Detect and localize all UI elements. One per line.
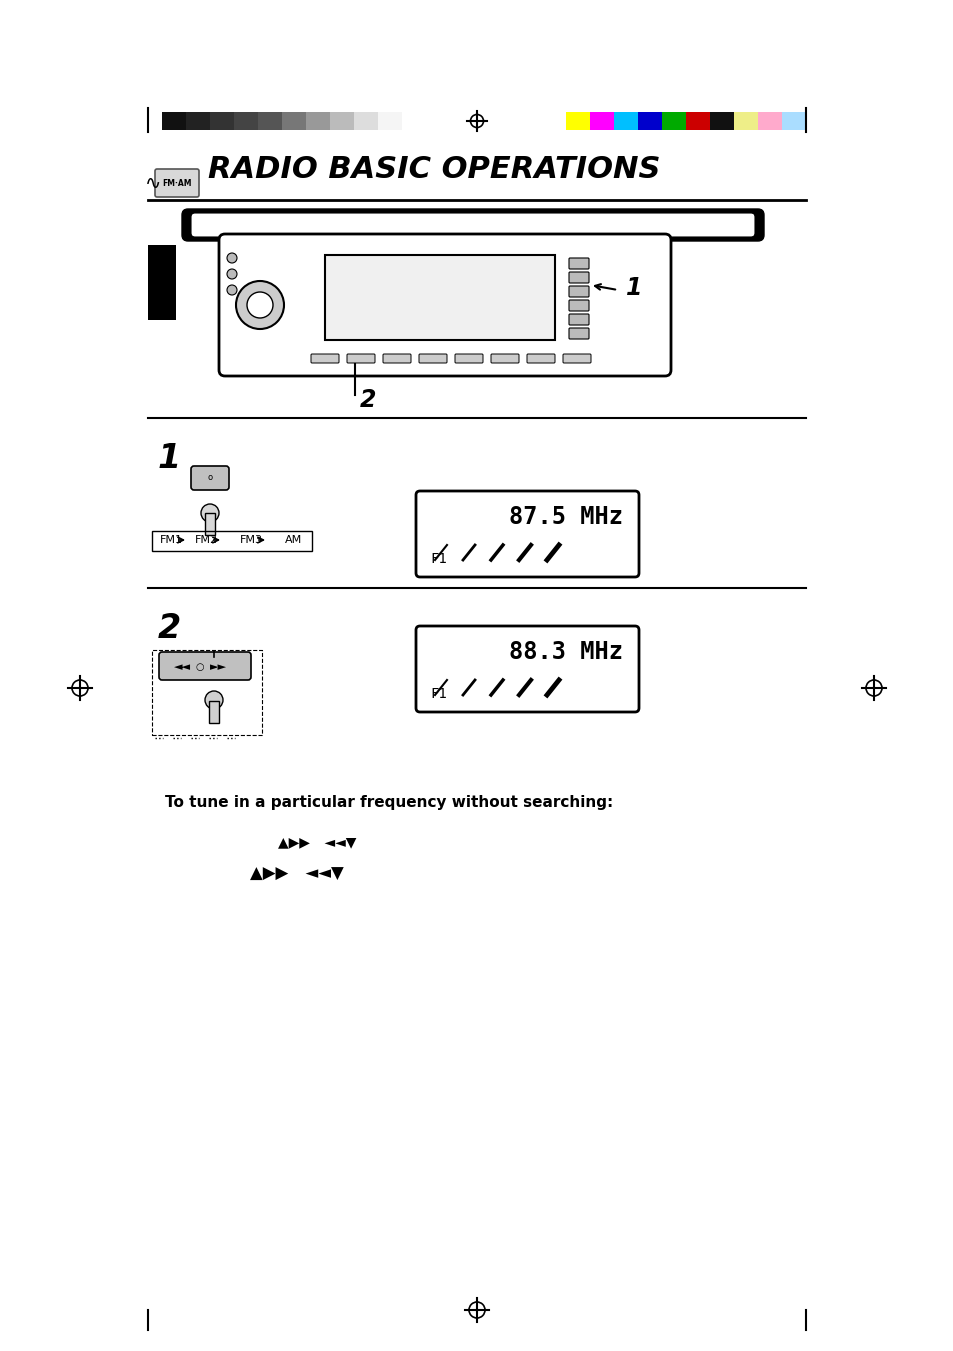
Bar: [733, 112, 758, 130]
Bar: [685, 112, 709, 130]
Text: RADIO BASIC OPERATIONS: RADIO BASIC OPERATIONS: [208, 155, 659, 185]
FancyBboxPatch shape: [568, 272, 588, 282]
Bar: [377, 112, 401, 130]
Bar: [205, 513, 214, 535]
Bar: [282, 112, 306, 130]
Bar: [589, 112, 614, 130]
FancyBboxPatch shape: [191, 466, 229, 490]
FancyBboxPatch shape: [416, 490, 639, 577]
FancyBboxPatch shape: [526, 354, 555, 363]
Bar: [354, 112, 377, 130]
Bar: [162, 112, 186, 130]
Text: FM3: FM3: [240, 535, 263, 544]
Text: FM2: FM2: [194, 535, 218, 544]
Text: o: o: [207, 473, 213, 481]
Text: ∿: ∿: [145, 173, 161, 192]
Bar: [152, 650, 262, 735]
FancyBboxPatch shape: [311, 354, 338, 363]
Text: 1: 1: [158, 442, 181, 476]
Circle shape: [227, 253, 236, 263]
FancyBboxPatch shape: [418, 354, 447, 363]
Bar: [325, 255, 555, 340]
Bar: [565, 112, 589, 130]
Text: 1: 1: [625, 276, 641, 300]
Text: To tune in a particular frequency without searching:: To tune in a particular frequency withou…: [165, 794, 613, 811]
Text: ▲▶▶   ◄◄▼: ▲▶▶ ◄◄▼: [250, 865, 343, 884]
Bar: [781, 112, 805, 130]
Bar: [152, 531, 312, 551]
FancyBboxPatch shape: [219, 234, 670, 376]
Circle shape: [247, 292, 273, 317]
Bar: [709, 112, 733, 130]
FancyBboxPatch shape: [562, 354, 590, 363]
Circle shape: [235, 281, 284, 330]
Text: FM1: FM1: [160, 535, 183, 544]
FancyBboxPatch shape: [568, 300, 588, 311]
Bar: [257, 112, 282, 130]
Text: 2: 2: [158, 612, 181, 644]
Text: F1: F1: [430, 688, 446, 701]
Bar: [186, 112, 210, 130]
Circle shape: [205, 690, 223, 709]
FancyBboxPatch shape: [568, 313, 588, 326]
Text: ►►: ►►: [210, 662, 226, 671]
FancyBboxPatch shape: [347, 354, 375, 363]
FancyBboxPatch shape: [568, 258, 588, 269]
FancyBboxPatch shape: [455, 354, 482, 363]
Text: 87.5 MHz: 87.5 MHz: [509, 505, 622, 530]
Text: ○: ○: [195, 662, 204, 671]
FancyBboxPatch shape: [191, 213, 754, 236]
Text: F1: F1: [430, 553, 446, 566]
Bar: [758, 112, 781, 130]
Text: 2: 2: [359, 388, 376, 412]
Bar: [306, 112, 330, 130]
Text: AM: AM: [285, 535, 302, 544]
Bar: [209, 701, 219, 723]
Text: ▲▶▶   ◄◄▼: ▲▶▶ ◄◄▼: [277, 835, 356, 848]
Text: FM·AM: FM·AM: [162, 178, 192, 188]
FancyBboxPatch shape: [154, 169, 199, 197]
Bar: [661, 112, 685, 130]
Bar: [638, 112, 661, 130]
Circle shape: [227, 285, 236, 295]
Bar: [148, 245, 175, 320]
FancyBboxPatch shape: [416, 626, 639, 712]
Circle shape: [227, 269, 236, 280]
FancyBboxPatch shape: [491, 354, 518, 363]
Bar: [614, 112, 638, 130]
FancyBboxPatch shape: [568, 286, 588, 297]
Text: 88.3 MHz: 88.3 MHz: [509, 640, 622, 663]
Bar: [210, 112, 233, 130]
Circle shape: [201, 504, 219, 521]
Bar: [330, 112, 354, 130]
FancyBboxPatch shape: [182, 209, 763, 240]
Bar: [233, 112, 257, 130]
FancyBboxPatch shape: [568, 328, 588, 339]
FancyBboxPatch shape: [159, 653, 251, 680]
Text: ◄◄: ◄◄: [173, 662, 191, 671]
FancyBboxPatch shape: [382, 354, 411, 363]
